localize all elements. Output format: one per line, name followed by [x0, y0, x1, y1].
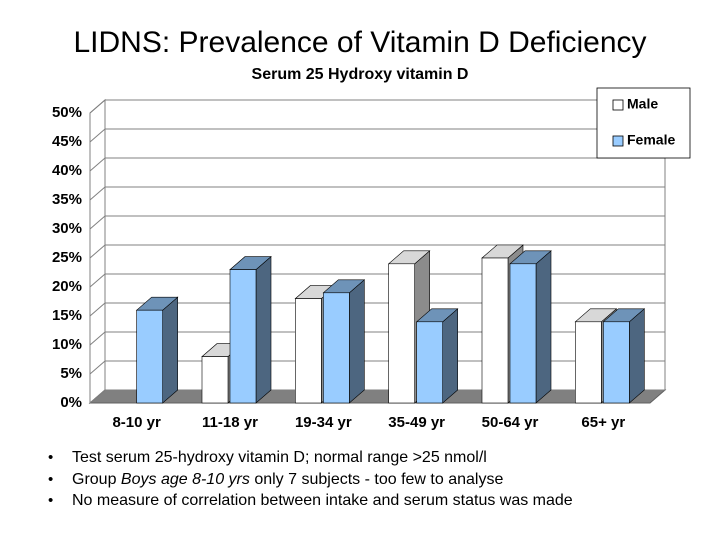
bar-front [603, 321, 630, 404]
bar-side [442, 308, 458, 404]
y-tick-label: 50% [52, 104, 82, 121]
bar-front [323, 292, 350, 404]
legend-label: Female [627, 132, 675, 148]
legend-box [596, 87, 691, 159]
bar-front [136, 309, 163, 404]
bar-side [535, 250, 552, 404]
x-tick-label: 11-18 yr [202, 414, 258, 431]
note: Test serum 25-hydroxy vitamin D; normal … [72, 449, 487, 466]
bullet: • [48, 492, 53, 509]
x-tick-label: 19-34 yr [295, 414, 352, 431]
grid-line [89, 244, 106, 259]
bar [322, 279, 366, 404]
grid-line [89, 157, 106, 172]
plot [88, 98, 667, 405]
y-tick-label: 5% [60, 365, 82, 382]
note-part: only 7 subjects - too few to analyse [250, 471, 504, 488]
bar-front [388, 263, 415, 404]
y-tick-label: 20% [52, 278, 82, 295]
bullet: • [48, 471, 53, 488]
x-tick-label: 65+ yr [581, 414, 625, 431]
bar [509, 250, 552, 404]
y-tick-label: 30% [52, 220, 82, 237]
legend-swatch [612, 99, 624, 111]
notes: • Test serum 25-hydroxy vitamin D; norma… [48, 449, 573, 509]
chart-title: Serum 25 Hydroxy vitamin D [252, 66, 469, 83]
y-tick-label: 10% [52, 336, 82, 353]
bar-front [509, 263, 537, 404]
bullet: • [48, 449, 53, 466]
grid-line [89, 360, 106, 375]
y-tick-label: 15% [52, 307, 82, 324]
bar-front [575, 321, 602, 404]
bar-front [229, 269, 257, 404]
bar-front [295, 298, 322, 404]
note: No measure of correlation between intake… [72, 492, 573, 509]
bar [415, 308, 459, 404]
grid-line [89, 273, 106, 288]
grid-line [89, 215, 106, 230]
x-tick-label: 8-10 yr [112, 414, 161, 431]
bar-side [255, 255, 272, 404]
grid-line [89, 331, 106, 346]
bar [135, 296, 179, 404]
grid-line [89, 99, 106, 114]
bar-side [162, 296, 178, 404]
note-part: Group [72, 471, 121, 488]
slide-title: LIDNS: Prevalence of Vitamin D Deficienc… [73, 26, 646, 59]
grid-line [89, 389, 106, 404]
x-tick-label: 50-64 yr [482, 414, 539, 431]
y-tick-label: 0% [60, 394, 82, 411]
bar [602, 308, 646, 404]
bar-front [481, 257, 509, 404]
bar-side [629, 308, 645, 404]
grid-line [89, 128, 106, 143]
y-tick-label: 45% [52, 133, 82, 150]
note-part: Boys age 8-10 yrs [121, 471, 250, 488]
legend: Male Female [596, 87, 691, 159]
bar-side [349, 279, 365, 404]
bar-front [201, 356, 229, 404]
legend-swatch [612, 135, 624, 147]
bar-front [416, 321, 443, 404]
y-tick-label: 35% [52, 191, 82, 208]
note: Group Boys age 8-10 yrs only 7 subjects … [72, 471, 503, 488]
bar [229, 255, 272, 404]
grid-line [89, 302, 106, 317]
y-tick-label: 25% [52, 249, 82, 266]
grid-line [89, 186, 106, 201]
x-tick-label: 35-49 yr [388, 414, 445, 431]
legend-label: Male [627, 96, 658, 112]
y-tick-label: 40% [52, 162, 82, 179]
